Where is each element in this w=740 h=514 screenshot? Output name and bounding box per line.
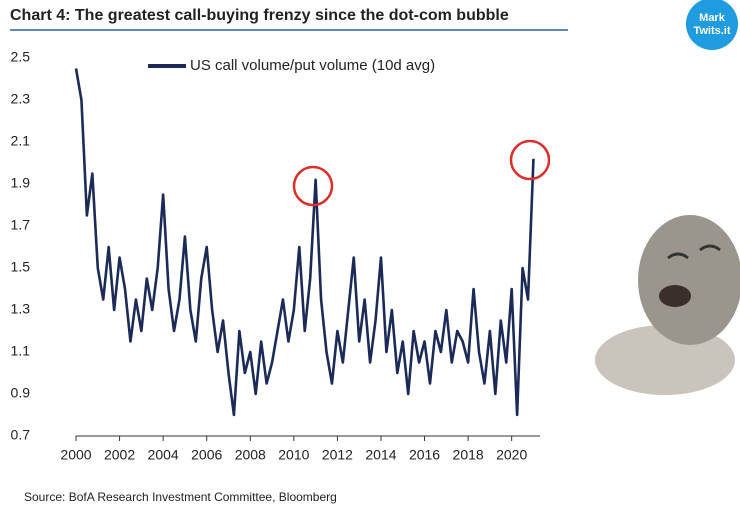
y-tick-label: 1.9 bbox=[11, 175, 31, 191]
image-head bbox=[638, 215, 740, 345]
y-tick-label: 2.5 bbox=[11, 49, 31, 65]
image-eyes bbox=[667, 244, 721, 260]
x-tick-label: 2006 bbox=[191, 447, 222, 463]
logo-text: Twits.it bbox=[693, 25, 730, 37]
y-tick-label: 0.7 bbox=[11, 427, 31, 443]
x-tick-label: 2010 bbox=[278, 447, 309, 463]
chart-title: Chart 4: The greatest call-buying frenzy… bbox=[10, 7, 509, 24]
x-tick-label: 2004 bbox=[148, 447, 179, 463]
y-tick-label: 2.1 bbox=[11, 133, 31, 149]
highlight-circle bbox=[292, 165, 334, 207]
x-tick-label: 2014 bbox=[365, 447, 396, 463]
logo-text: Mark bbox=[699, 12, 726, 24]
logo: Mark Twits.it bbox=[686, 0, 738, 50]
x-tick-label: 2012 bbox=[322, 447, 353, 463]
x-tick-label: 2008 bbox=[235, 447, 266, 463]
y-tick-label: 1.7 bbox=[11, 217, 31, 233]
legend-label: US call volume/put volume (10d avg) bbox=[190, 57, 435, 74]
highlight-circle bbox=[509, 139, 551, 181]
logo-badge bbox=[686, 0, 738, 50]
y-tick-label: 1.1 bbox=[11, 343, 31, 359]
x-tick-label: 2016 bbox=[409, 447, 440, 463]
source: Source: BofA Research Investment Committ… bbox=[24, 490, 337, 504]
image-mouth bbox=[659, 285, 691, 307]
x-tick-label: 2018 bbox=[453, 447, 484, 463]
x-tick-label: 2000 bbox=[60, 447, 91, 463]
y-tick-label: 2.3 bbox=[11, 91, 31, 107]
y-tick-label: 0.9 bbox=[11, 385, 31, 401]
y-tick-label: 1.5 bbox=[11, 259, 31, 275]
x-tick-label: 2002 bbox=[104, 447, 135, 463]
data-line bbox=[74, 68, 535, 417]
baby-image bbox=[595, 215, 740, 395]
x-tick-label: 2020 bbox=[496, 447, 527, 463]
y-tick-label: 1.3 bbox=[11, 301, 31, 317]
